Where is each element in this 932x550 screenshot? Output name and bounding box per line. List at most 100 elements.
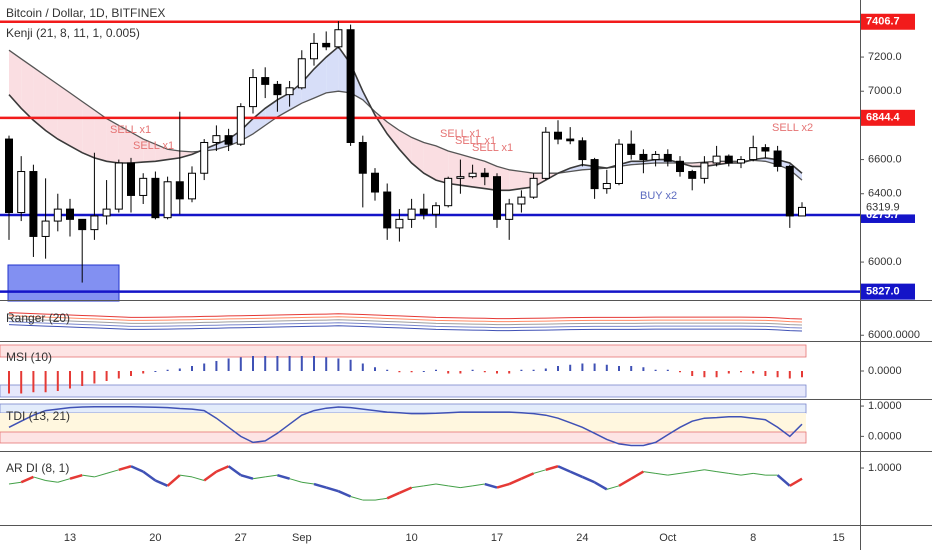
msi-bar <box>410 371 413 373</box>
msi-bar <box>386 369 389 371</box>
ardi-segment <box>374 497 388 501</box>
candle-body <box>590 159 599 190</box>
ardi-segment <box>20 475 34 484</box>
x-tick-label: 20 <box>149 532 161 544</box>
msi-bar <box>447 371 450 374</box>
msi-bar <box>581 363 584 371</box>
drawn-box <box>7 264 120 302</box>
ardi-segment <box>57 478 71 483</box>
msi-bar <box>715 371 718 378</box>
ardi-segment <box>154 479 169 487</box>
candle-body <box>505 203 514 220</box>
msi-bar <box>20 371 23 394</box>
candle-body <box>310 42 318 60</box>
x-tick-label: 24 <box>576 532 588 544</box>
msi-bar <box>105 371 108 381</box>
ardi-segment <box>386 491 400 500</box>
y-tick-label: 6600.0 <box>868 153 902 165</box>
msi-bar <box>618 366 620 371</box>
msi-bar <box>166 369 169 371</box>
msi-bar <box>654 369 657 371</box>
msi-upper-zone <box>0 344 807 358</box>
band-fill <box>253 108 266 134</box>
candle-body <box>724 155 733 164</box>
band-fill <box>460 154 473 187</box>
ardi-segment <box>716 471 729 474</box>
msi-bar <box>435 369 437 371</box>
candle-body <box>419 208 428 215</box>
ardi-segment <box>520 472 535 480</box>
candle-body <box>444 177 453 207</box>
ardi-segment <box>606 485 620 490</box>
candle-body <box>285 87 294 96</box>
ardi-segment <box>130 465 144 473</box>
candle-body <box>224 135 233 145</box>
candle-body <box>236 106 245 145</box>
candle-body <box>5 138 13 214</box>
y-tick-label: 1.0000 <box>868 400 902 412</box>
msi-lower-zone <box>0 384 807 398</box>
band-fill <box>314 57 327 99</box>
candle-body <box>200 141 209 174</box>
msi-bar <box>483 371 486 373</box>
msi-bar <box>422 371 425 372</box>
band-fill <box>131 132 144 163</box>
candle-body <box>785 165 794 217</box>
msi-bar <box>764 371 767 376</box>
ranger-line <box>8 324 803 332</box>
band-fill <box>301 69 314 104</box>
band-fill <box>57 84 70 146</box>
candle-body <box>615 143 623 184</box>
ardi-segment <box>277 473 290 480</box>
x-tick-label: 10 <box>405 532 417 544</box>
msi-bar <box>776 371 779 378</box>
candle-body <box>322 42 331 48</box>
msi-bar <box>398 371 401 373</box>
band-fill <box>33 67 46 131</box>
msi-bar <box>703 371 706 378</box>
band-fill <box>94 110 107 162</box>
msi-bar <box>215 361 218 371</box>
msi-bar <box>276 356 279 371</box>
ardi-segment <box>728 472 742 476</box>
ardi-segment <box>240 473 254 480</box>
msi-bar <box>44 371 47 393</box>
y-tick-label: 0.0000 <box>868 365 902 377</box>
band-fill <box>82 101 95 158</box>
signal-label: SELL x1 <box>455 135 496 147</box>
candle-body <box>651 153 660 161</box>
ardi-segment <box>94 472 107 478</box>
ardi-segment <box>496 482 510 489</box>
msi-bar <box>313 356 315 371</box>
ranger-line <box>8 315 803 323</box>
msi-bar <box>508 371 511 374</box>
candle-body <box>41 220 50 237</box>
tdi-lower-zone <box>0 431 807 444</box>
msi-bar <box>130 371 132 376</box>
candle-body <box>395 218 404 229</box>
band-fill <box>179 151 192 158</box>
band-fill <box>9 50 22 109</box>
y-tick-label: 6000.0000 <box>868 329 920 341</box>
ardi-segment <box>82 474 95 478</box>
ardi-segment <box>667 472 681 476</box>
ardi-segment <box>106 469 119 474</box>
candle-body <box>346 29 355 143</box>
msi-bar <box>740 371 742 373</box>
candle-body <box>554 131 562 140</box>
msi-bar <box>727 371 730 374</box>
y-tick-label: 0.0000 <box>868 430 902 442</box>
candle-body <box>541 131 550 179</box>
ardi-segment <box>776 474 791 487</box>
candle-body <box>383 191 392 229</box>
y-tick-label: 7200.0 <box>868 51 902 63</box>
ardi-segment <box>411 485 424 489</box>
level-label-box <box>861 13 915 30</box>
candle-body <box>749 147 758 161</box>
ardi-segment <box>643 471 656 474</box>
ardi-segment <box>460 485 473 489</box>
x-tick-label: Sep <box>292 532 312 544</box>
x-tick-label: 27 <box>235 532 247 544</box>
signal-label: SELL x1 <box>440 128 481 140</box>
